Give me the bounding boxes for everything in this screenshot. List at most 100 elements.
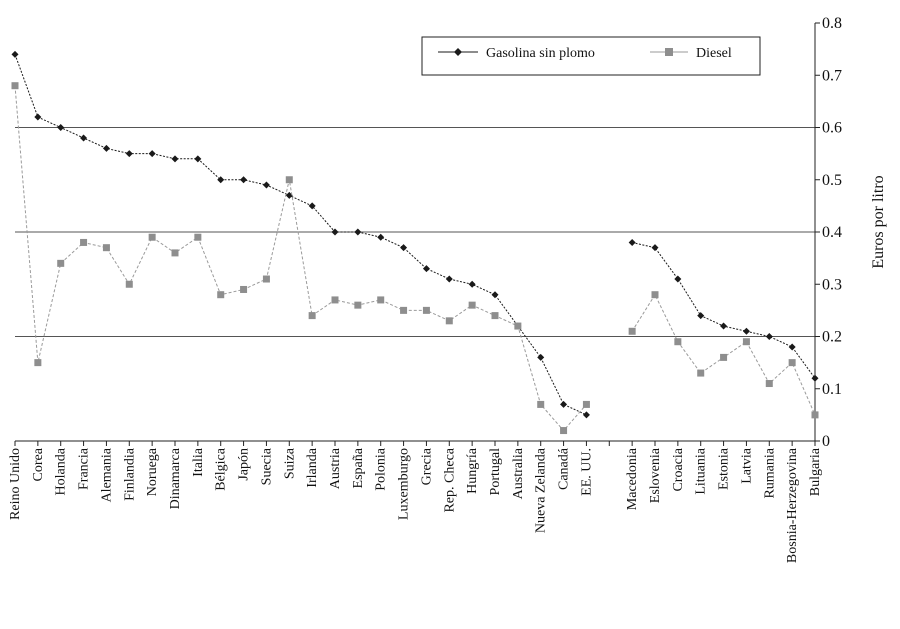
data-point-diesel: [194, 233, 202, 241]
legend-label-diesel: Diesel: [696, 46, 732, 61]
data-point-diesel: [697, 369, 705, 377]
data-point-gasolina: [468, 280, 476, 288]
x-category-label: Alemania: [99, 447, 114, 502]
y-tick-label: 0.5: [822, 172, 842, 189]
legend-label-gasolina: Gasolina sin plomo: [486, 46, 595, 61]
data-point-diesel: [537, 400, 545, 408]
x-category-label: España: [351, 447, 366, 488]
data-point-gasolina: [742, 327, 750, 335]
x-category-label: Reino Unido: [8, 448, 23, 520]
data-point-gasolina: [262, 181, 270, 189]
data-point-diesel: [400, 306, 408, 314]
data-point-diesel: [628, 327, 636, 335]
data-point-gasolina: [560, 400, 568, 408]
data-point-gasolina: [57, 124, 65, 131]
x-category-label: Austria: [328, 447, 343, 489]
y-tick-label: 0.7: [822, 67, 842, 84]
data-point-diesel: [720, 353, 728, 361]
data-point-gasolina: [217, 176, 225, 184]
legend-marker-diesel-icon: [665, 48, 673, 56]
x-category-label: Francia: [77, 447, 92, 490]
data-point-diesel: [102, 244, 110, 252]
data-point-diesel: [217, 291, 225, 299]
series-line-diesel: [14, 85, 587, 432]
data-point-gasolina: [34, 113, 42, 121]
gridlines: [15, 127, 815, 337]
data-point-diesel: [148, 233, 156, 241]
x-category-label: Rep. Checa: [442, 447, 457, 512]
data-point-gasolina: [148, 150, 156, 158]
data-point-diesel: [788, 359, 796, 367]
data-point-diesel: [125, 280, 133, 288]
data-point-diesel: [514, 322, 522, 330]
legend: Gasolina sin plomo Diesel: [421, 36, 761, 76]
x-category-label: Luxemburgo: [397, 448, 412, 520]
data-point-gasolina: [674, 275, 682, 283]
data-point-gasolina: [102, 144, 110, 152]
data-point-gasolina: [308, 202, 316, 210]
data-point-diesel: [582, 400, 590, 408]
x-category-label: Portugal: [488, 448, 503, 496]
data-point-gasolina: [11, 50, 19, 58]
y-tick-label: 0.8: [822, 15, 842, 32]
legend-marker-gasolina-icon: [454, 48, 462, 56]
x-category-label: Holanda: [54, 447, 69, 495]
data-point-diesel: [468, 301, 476, 309]
x-category-label: Suiza: [282, 447, 297, 479]
x-category-label: EE. UU.: [579, 448, 594, 496]
y-tick-label: 0.2: [822, 329, 842, 346]
x-category-label: Hungría: [465, 447, 480, 494]
data-point-diesel: [11, 82, 19, 90]
x-category-label: Bélgica: [214, 447, 229, 491]
data-point-gasolina: [285, 191, 293, 199]
x-category-label: Australia: [511, 447, 526, 499]
data-point-gasolina: [80, 134, 88, 142]
data-point-gasolina: [445, 275, 453, 283]
axes: [14, 22, 820, 446]
x-category-label: Corea: [31, 447, 46, 481]
data-point-diesel: [811, 411, 819, 419]
x-category-label: Estonia: [717, 447, 732, 490]
data-point-diesel: [285, 176, 293, 184]
x-category-label: Italia: [191, 447, 206, 477]
data-point-gasolina: [240, 176, 248, 184]
x-category-label: Bosnia-Herzegovina: [785, 447, 800, 563]
x-category-label: Eslovenia: [648, 447, 663, 503]
x-category-label: Croacia: [671, 447, 686, 491]
data-point-diesel: [262, 275, 270, 283]
data-point-diesel: [354, 301, 362, 309]
data-point-gasolina: [651, 244, 659, 252]
y-tick-label: 0.4: [822, 224, 842, 241]
data-point-gasolina: [125, 150, 133, 158]
data-point-diesel: [422, 306, 430, 314]
x-category-label: Japón: [237, 448, 252, 481]
x-category-label: Bulgaria: [808, 447, 823, 496]
data-point-gasolina: [377, 233, 385, 241]
x-category-label: Macedonia: [625, 447, 640, 510]
data-point-gasolina: [765, 333, 773, 340]
data-point-gasolina: [331, 228, 339, 236]
data-point-gasolina: [354, 228, 362, 236]
y-axis-title: Euros por litro: [870, 175, 887, 268]
x-category-label: Latvia: [739, 447, 754, 484]
data-point-diesel: [651, 291, 659, 299]
legend-box: [421, 36, 761, 76]
series: [11, 50, 819, 435]
data-point-diesel: [240, 285, 248, 293]
y-tick-label: 0.1: [822, 381, 842, 398]
data-point-gasolina: [628, 238, 636, 246]
x-category-label: Noruega: [145, 447, 160, 496]
x-category-label: Rumania: [762, 447, 777, 498]
data-point-diesel: [742, 338, 750, 346]
y-tick-label: 0: [822, 433, 830, 450]
data-point-gasolina: [422, 265, 430, 273]
data-point-diesel: [80, 238, 88, 246]
data-point-gasolina: [582, 411, 590, 419]
data-point-gasolina: [697, 312, 705, 320]
data-point-gasolina: [491, 291, 499, 299]
data-point-gasolina: [537, 353, 545, 361]
series-line-gasolina: [14, 54, 587, 416]
data-point-diesel: [57, 259, 65, 267]
x-category-label: Nueva Zelanda: [534, 447, 549, 533]
